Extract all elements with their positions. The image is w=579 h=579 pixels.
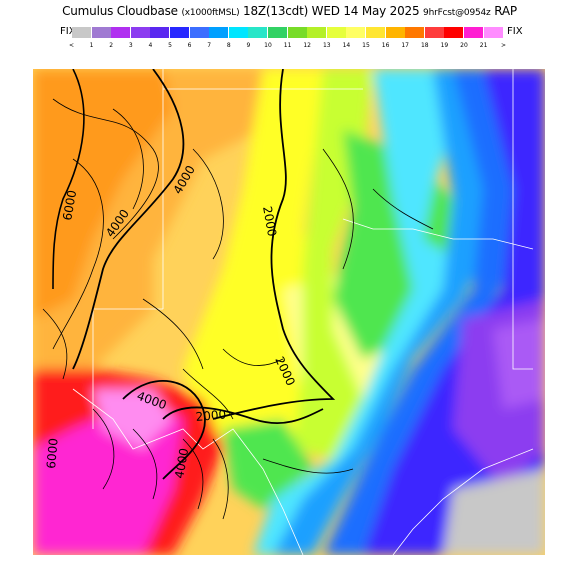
contour-2000-south (162, 406, 324, 424)
legend-tick-label: 6 (187, 42, 192, 49)
legend-tick-label: 7 (207, 42, 212, 49)
units-label: (x1000ftMSL) (181, 8, 240, 18)
legend-tick-label: 3 (128, 42, 133, 49)
chart-title: Cumulus Cloudbase (x1000ftMSL) 18Z(13cdt… (0, 4, 579, 18)
contour-thin-7 (42, 308, 68, 380)
legend-tick-label: 13 (322, 42, 331, 49)
legend-swatch (385, 27, 405, 38)
legend-tick-label: 17 (401, 42, 409, 49)
legend-swatch (150, 27, 170, 38)
border-rio-grande (72, 388, 304, 555)
legend-swatch (346, 27, 366, 38)
legend-swatch (326, 27, 346, 38)
legend-swatch (111, 27, 131, 38)
legend-tick-label: 15 (362, 42, 370, 49)
contour-label-6: 2000 (195, 407, 227, 424)
contour-thin-1 (52, 98, 159, 240)
fill-gray-region (443, 469, 545, 555)
legend-tick-label: 5 (168, 42, 172, 49)
contour-thin-2 (52, 158, 104, 350)
contour-thin-8 (142, 298, 204, 370)
contour-thin-11 (132, 428, 158, 500)
fill-blue-region (323, 69, 523, 555)
legend-swatch (130, 27, 150, 38)
legend-swatch (228, 27, 248, 38)
contour-label-9: 4000 (172, 447, 191, 480)
color-fill-layer (33, 69, 545, 555)
contour-thin-4 (192, 148, 224, 260)
contour-thin-10 (92, 408, 115, 490)
political-borders (72, 69, 534, 555)
fill-cyan-region (253, 69, 473, 555)
legend-swatch (366, 27, 385, 38)
contour-thin-12 (182, 438, 204, 510)
legend-swatch (248, 27, 268, 38)
legend-tick-label: 9 (246, 42, 251, 49)
legend-swatch (464, 27, 483, 38)
legend-tick-label: 8 (226, 42, 231, 49)
fill-pink-region (93, 389, 173, 449)
contour-thin-9 (182, 368, 234, 420)
contour-thin-5 (322, 148, 354, 270)
border-red-river (342, 218, 534, 250)
contour-lines (42, 69, 434, 520)
legend-end-arrow: > (500, 42, 507, 49)
legend-swatch (483, 27, 503, 38)
contour-label-1: 6000 (60, 189, 79, 222)
fill-orange-dark-region (33, 69, 173, 319)
legend-tick-label: 1 (89, 42, 94, 49)
contour-4000-west (72, 69, 185, 370)
legend-tick-label: 16 (381, 42, 390, 49)
coastline (392, 448, 534, 555)
border-east (512, 69, 533, 370)
model-name: RAP (494, 4, 517, 18)
fix-label-left: FIX (60, 26, 76, 37)
contour-4000-south (122, 380, 206, 480)
legend-swatch (268, 27, 287, 38)
legend-swatch (91, 27, 111, 38)
legend-swatch (444, 27, 464, 38)
contour-thin-15 (222, 348, 284, 366)
contour-6000-west (52, 69, 85, 290)
fix-label-right: FIX (507, 26, 523, 37)
legend-swatch (209, 27, 229, 38)
legend-tick-label: 21 (479, 42, 488, 49)
contour-label-4: 2000 (260, 205, 279, 238)
legend-tick-label: 2 (109, 42, 114, 49)
legend-swatch (189, 27, 209, 38)
legend-tick-label: 14 (342, 42, 351, 49)
contour-thin-13 (212, 438, 229, 520)
legend-tick-label: 4 (148, 42, 153, 49)
contour-thin-6 (372, 188, 434, 230)
fill-green-southwest (223, 419, 313, 509)
legend-swatch (287, 27, 307, 38)
legend-tick-label: 12 (303, 42, 311, 49)
forecast-hour: 9hrFcst@0954z (423, 8, 491, 18)
contour-2000-main (212, 69, 336, 420)
legend-tick-label: 19 (440, 42, 449, 49)
legend-swatch (424, 27, 444, 38)
color-legend: FIX FIX < > 1 2 3 4 5 6 7 8 9 10 11 12 13 14 15 16 17 18 1… (0, 24, 579, 52)
legend-tick-label: 10 (264, 42, 272, 49)
legend-tick-label: 20 (460, 42, 468, 49)
legend-swatch (405, 27, 425, 38)
product-name: Cumulus Cloudbase (62, 4, 178, 18)
legend-start-arrow: < (68, 42, 75, 49)
legend-swatch (307, 27, 327, 38)
legend-swatch (72, 27, 91, 38)
valid-time: 18Z(13cdt) WED 14 May 2025 (243, 4, 420, 18)
legend-swatch (170, 27, 189, 38)
contour-thin-14 (262, 458, 354, 474)
legend-tick-label: 18 (420, 42, 429, 49)
fill-purple-light-region (493, 319, 545, 409)
contour-label-8: 6000 (44, 438, 61, 470)
weather-map: 6000 4000 4000 2000 2000 2000 4000 6000 … (33, 69, 545, 555)
contour-thin-3 (112, 108, 144, 210)
legend-tick-label: 11 (283, 42, 292, 49)
